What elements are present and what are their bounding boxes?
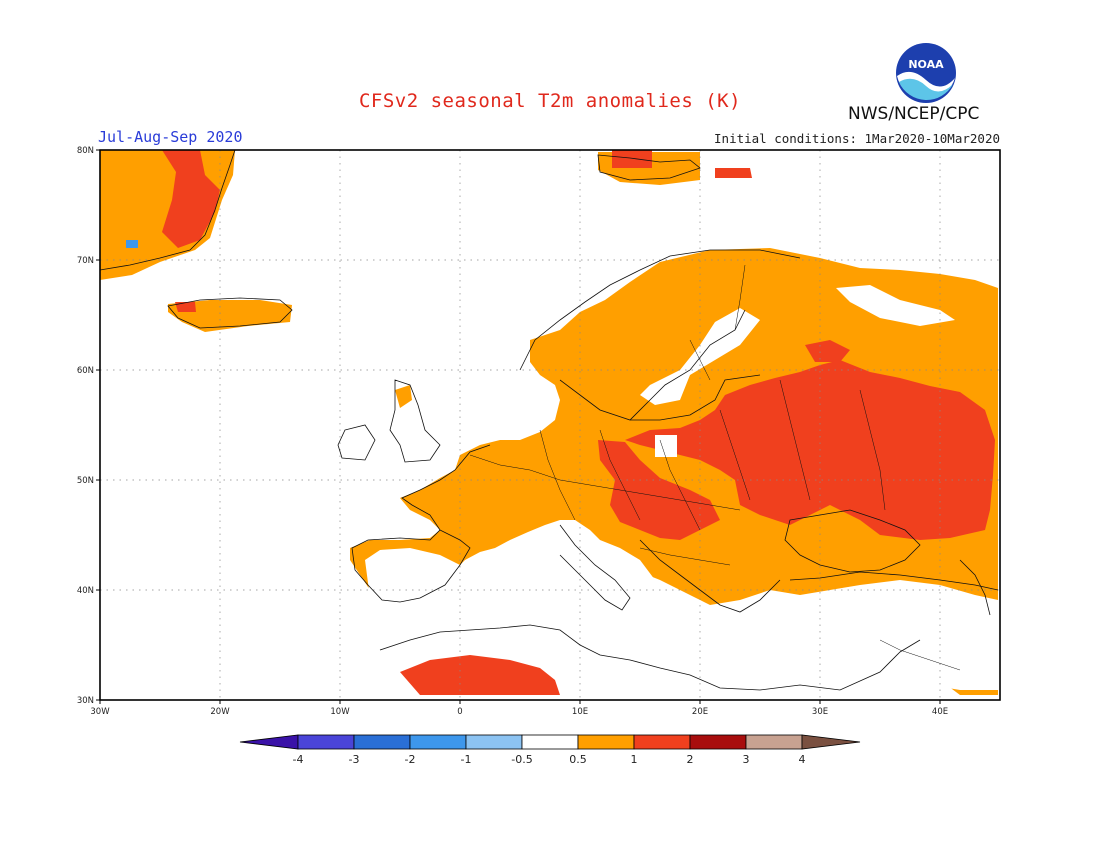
colorbar bbox=[239, 734, 861, 750]
uk-orange bbox=[395, 385, 412, 408]
colorbar-swatch bbox=[633, 734, 691, 750]
colorbar-swatch bbox=[521, 734, 579, 750]
colorbar-swatch bbox=[577, 734, 635, 750]
colorbar-swatch bbox=[745, 734, 803, 750]
greenland-red bbox=[162, 150, 220, 248]
lon-tick-label: 20W bbox=[210, 707, 230, 717]
coast-caspian bbox=[959, 559, 991, 616]
coast-balkans bbox=[639, 539, 781, 613]
lat-tick-label: 70N bbox=[77, 256, 94, 266]
anomaly-fields bbox=[100, 150, 998, 695]
coast-turkey bbox=[789, 571, 999, 591]
chart-title: CFSv2 seasonal T2m anomalies (K) bbox=[358, 90, 742, 112]
colorbar-swatch bbox=[297, 734, 355, 750]
lon-tick-label: 30E bbox=[812, 707, 828, 717]
lon-axis: 30W 20W 10W 0 10E 20E 30E 40E bbox=[90, 700, 948, 717]
eastern-white-1 bbox=[655, 435, 677, 457]
lat-tick-label: 40N bbox=[77, 586, 94, 596]
colorbar-labels: -4 -3 -2 -1 -0.5 0.5 1 2 3 4 bbox=[293, 753, 806, 766]
colorbar-arrow-high bbox=[801, 734, 861, 750]
colorbar-label: 0.5 bbox=[569, 753, 587, 766]
greenland-blue bbox=[126, 240, 138, 248]
coast-france bbox=[401, 444, 491, 531]
colorbar-label: 4 bbox=[799, 753, 806, 766]
svalbard-red bbox=[612, 150, 652, 168]
central-europe-red bbox=[598, 440, 720, 540]
noaa-logo: NOAA bbox=[895, 42, 957, 104]
mediterranean-white bbox=[390, 565, 998, 690]
lon-tick-label: 10E bbox=[572, 707, 588, 717]
iceland-red bbox=[175, 302, 196, 312]
sahara-red bbox=[400, 655, 560, 695]
lat-tick-label: 80N bbox=[77, 146, 94, 156]
colorbar-label: -3 bbox=[349, 753, 360, 766]
colorbar-label: -2 bbox=[405, 753, 416, 766]
grid-lines bbox=[100, 150, 1000, 700]
colorbar-arrow-low bbox=[239, 734, 299, 750]
lat-tick-label: 30N bbox=[77, 696, 94, 706]
coast-svalbard bbox=[597, 154, 701, 181]
russia-red bbox=[625, 360, 995, 540]
colorbar-label: -4 bbox=[293, 753, 304, 766]
lon-tick-label: 40E bbox=[932, 707, 948, 717]
kola-red bbox=[805, 340, 850, 362]
colorbar-label: -1 bbox=[461, 753, 472, 766]
colorbar-label: -0.5 bbox=[511, 753, 532, 766]
coast-norway bbox=[519, 249, 801, 371]
colorbar-swatch bbox=[465, 734, 523, 750]
franzjosef-red bbox=[715, 168, 752, 178]
initial-conditions-label: Initial conditions: 1Mar2020-10Mar2020 bbox=[714, 131, 1000, 146]
colorbar-swatch bbox=[353, 734, 411, 750]
lat-axis: 30N 40N 50N 60N 70N 80N bbox=[77, 146, 100, 706]
colorbar-swatch bbox=[409, 734, 467, 750]
coast-italy bbox=[559, 524, 631, 611]
colorbar-swatch bbox=[689, 734, 747, 750]
agency-label: NWS/NCEP/CPC bbox=[848, 104, 980, 124]
coast-north-africa bbox=[379, 624, 921, 691]
colorbar-label: 1 bbox=[631, 753, 638, 766]
borders bbox=[469, 264, 961, 671]
coast-iberia bbox=[351, 529, 471, 603]
colorbar-label: 2 bbox=[687, 753, 694, 766]
map-frame bbox=[99, 149, 1001, 701]
iberia-white bbox=[365, 548, 460, 620]
coast-ireland bbox=[337, 424, 376, 461]
coast-sweden bbox=[559, 309, 746, 421]
noaa-logo-text: NOAA bbox=[908, 58, 944, 71]
coast-greenland bbox=[99, 149, 236, 271]
coastlines bbox=[99, 149, 999, 691]
north-white bbox=[836, 285, 955, 326]
lon-tick-label: 20E bbox=[692, 707, 708, 717]
lat-tick-label: 50N bbox=[77, 476, 94, 486]
coast-baltic bbox=[630, 374, 761, 421]
baltic-white bbox=[640, 308, 760, 405]
lon-tick-label: 0 bbox=[457, 707, 462, 717]
lon-tick-label: 10W bbox=[330, 707, 350, 717]
colorbar-label: 3 bbox=[743, 753, 750, 766]
lon-tick-label: 30W bbox=[90, 707, 110, 717]
coast-black-sea bbox=[784, 509, 921, 573]
season-label: Jul-Aug-Sep 2020 bbox=[98, 128, 243, 146]
lat-tick-label: 60N bbox=[77, 366, 94, 376]
coast-iceland bbox=[167, 297, 293, 329]
coast-uk bbox=[389, 379, 441, 463]
